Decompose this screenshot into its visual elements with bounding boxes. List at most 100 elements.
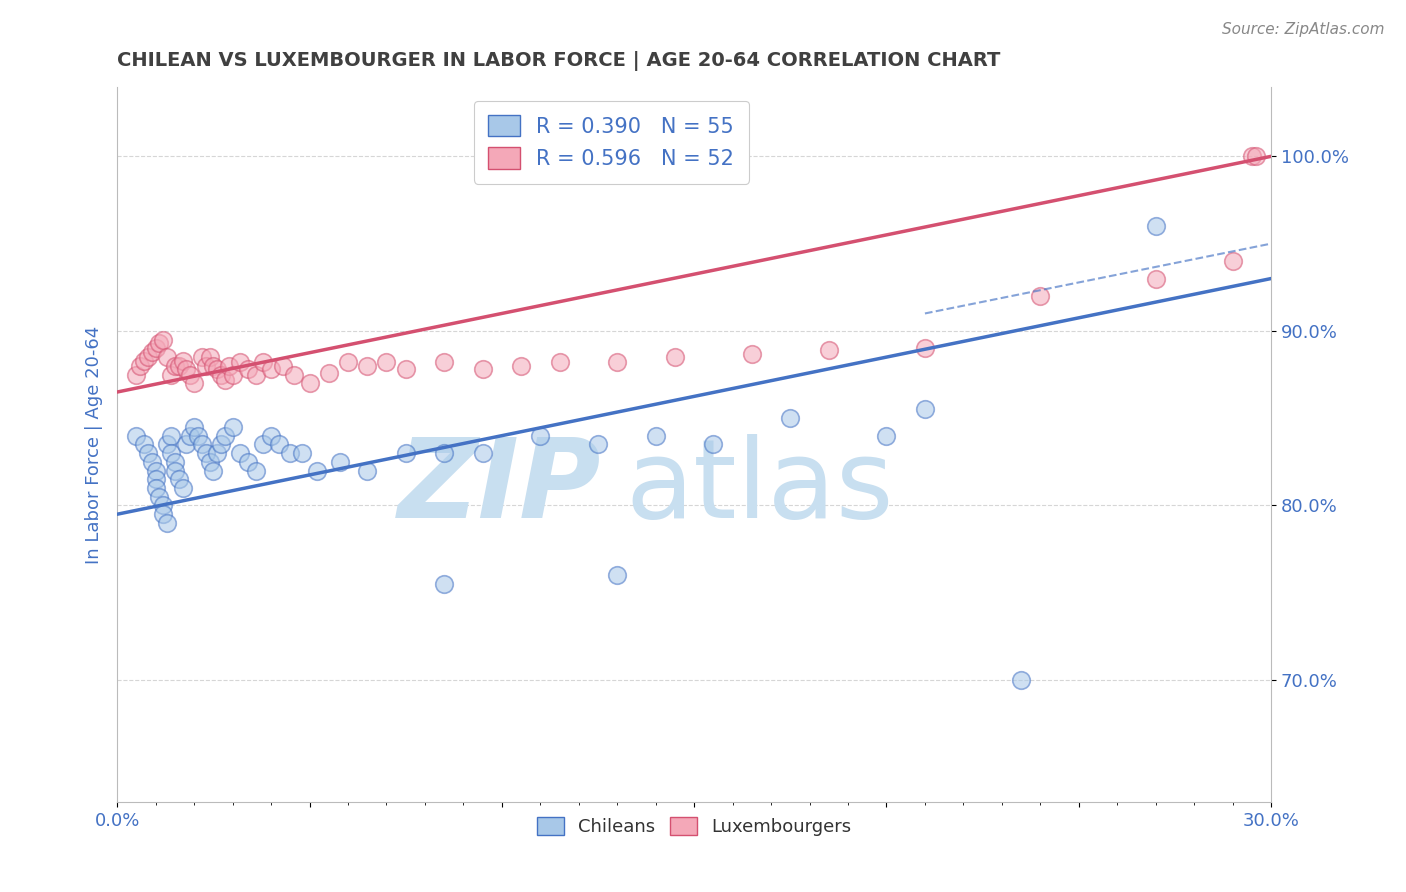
Point	[156, 437, 179, 451]
Point	[167, 359, 190, 373]
Point	[132, 353, 155, 368]
Point	[606, 355, 628, 369]
Point	[433, 355, 456, 369]
Point	[145, 342, 167, 356]
Point	[205, 362, 228, 376]
Point	[191, 437, 214, 451]
Point	[141, 455, 163, 469]
Point	[167, 472, 190, 486]
Point	[260, 362, 283, 376]
Point	[176, 437, 198, 451]
Point	[1244, 149, 1267, 163]
Point	[198, 350, 221, 364]
Point	[172, 353, 194, 368]
Point	[148, 336, 170, 351]
Point	[1029, 289, 1052, 303]
Point	[156, 516, 179, 530]
Point	[548, 355, 571, 369]
Point	[183, 376, 205, 391]
Point	[702, 437, 724, 451]
Point	[606, 568, 628, 582]
Point	[218, 359, 240, 373]
Point	[260, 428, 283, 442]
Point	[214, 428, 236, 442]
Point	[179, 368, 201, 382]
Point	[1144, 271, 1167, 285]
Point	[152, 333, 174, 347]
Point	[191, 350, 214, 364]
Point	[145, 472, 167, 486]
Point	[267, 437, 290, 451]
Point	[183, 420, 205, 434]
Point	[644, 428, 666, 442]
Point	[236, 362, 259, 376]
Text: CHILEAN VS LUXEMBOURGER IN LABOR FORCE | AGE 20-64 CORRELATION CHART: CHILEAN VS LUXEMBOURGER IN LABOR FORCE |…	[117, 51, 1001, 70]
Point	[163, 359, 186, 373]
Point	[209, 368, 232, 382]
Point	[817, 343, 839, 358]
Point	[125, 428, 148, 442]
Point	[205, 446, 228, 460]
Point	[172, 481, 194, 495]
Point	[252, 355, 274, 369]
Text: Source: ZipAtlas.com: Source: ZipAtlas.com	[1222, 22, 1385, 37]
Point	[914, 342, 936, 356]
Point	[160, 446, 183, 460]
Point	[214, 373, 236, 387]
Point	[194, 359, 217, 373]
Point	[209, 437, 232, 451]
Point	[145, 481, 167, 495]
Point	[148, 490, 170, 504]
Point	[278, 446, 301, 460]
Point	[129, 359, 152, 373]
Point	[229, 355, 252, 369]
Point	[194, 446, 217, 460]
Point	[163, 455, 186, 469]
Point	[202, 359, 225, 373]
Point	[741, 346, 763, 360]
Point	[307, 464, 329, 478]
Point	[283, 368, 305, 382]
Point	[176, 362, 198, 376]
Point	[433, 446, 456, 460]
Point	[375, 355, 398, 369]
Point	[125, 368, 148, 382]
Point	[318, 366, 340, 380]
Point	[160, 428, 183, 442]
Point	[471, 362, 494, 376]
Point	[914, 402, 936, 417]
Point	[471, 446, 494, 460]
Point	[291, 446, 314, 460]
Y-axis label: In Labor Force | Age 20-64: In Labor Force | Age 20-64	[86, 326, 103, 564]
Point	[1010, 673, 1032, 687]
Point	[132, 437, 155, 451]
Point	[221, 368, 243, 382]
Point	[221, 420, 243, 434]
Point	[179, 428, 201, 442]
Point	[187, 428, 209, 442]
Point	[329, 455, 352, 469]
Point	[271, 359, 294, 373]
Point	[202, 464, 225, 478]
Point	[136, 350, 159, 364]
Point	[664, 350, 686, 364]
Point	[395, 362, 418, 376]
Point	[198, 455, 221, 469]
Point	[1144, 219, 1167, 234]
Point	[141, 344, 163, 359]
Point	[510, 359, 533, 373]
Point	[529, 428, 551, 442]
Point	[395, 446, 418, 460]
Point	[152, 499, 174, 513]
Point	[136, 446, 159, 460]
Point	[229, 446, 252, 460]
Point	[875, 428, 897, 442]
Point	[356, 464, 378, 478]
Point	[236, 455, 259, 469]
Point	[245, 464, 267, 478]
Point	[779, 411, 801, 425]
Point	[356, 359, 378, 373]
Point	[145, 464, 167, 478]
Text: atlas: atlas	[624, 434, 893, 541]
Legend: Chileans, Luxembourgers: Chileans, Luxembourgers	[530, 810, 859, 843]
